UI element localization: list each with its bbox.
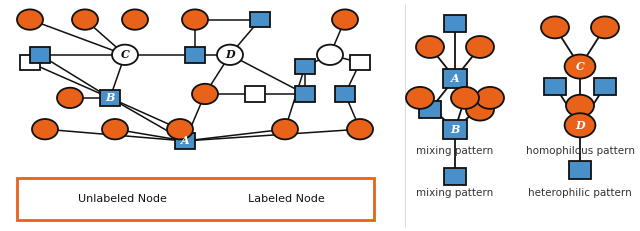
FancyBboxPatch shape [250,12,270,27]
FancyBboxPatch shape [443,69,467,88]
FancyBboxPatch shape [295,86,315,102]
Circle shape [272,119,298,139]
Text: B: B [106,92,115,103]
FancyBboxPatch shape [29,193,43,204]
Text: C: C [120,49,129,60]
FancyBboxPatch shape [245,86,265,102]
Circle shape [566,95,594,117]
Text: A: A [180,135,189,146]
Circle shape [192,84,218,104]
FancyBboxPatch shape [335,86,355,102]
Text: A: A [451,73,460,84]
Text: mixing pattern: mixing pattern [417,146,493,156]
Circle shape [564,113,595,137]
Text: homophilous pattern: homophilous pattern [525,146,634,156]
Circle shape [564,55,595,79]
Circle shape [466,36,494,58]
Circle shape [182,9,208,30]
Circle shape [72,9,98,30]
Circle shape [591,16,619,38]
Circle shape [57,88,83,108]
Circle shape [17,9,43,30]
FancyBboxPatch shape [444,167,466,185]
Circle shape [112,45,138,65]
FancyBboxPatch shape [17,178,374,220]
Circle shape [217,45,243,65]
FancyBboxPatch shape [185,47,205,63]
Text: C: C [575,61,584,72]
Text: D: D [575,120,585,131]
FancyBboxPatch shape [295,59,315,74]
Circle shape [221,192,239,206]
FancyBboxPatch shape [569,161,591,179]
Circle shape [541,16,569,38]
Circle shape [416,36,444,58]
Circle shape [102,119,128,139]
FancyBboxPatch shape [30,47,50,63]
Circle shape [167,119,193,139]
Circle shape [332,9,358,30]
Circle shape [466,99,494,121]
FancyBboxPatch shape [419,101,441,118]
FancyBboxPatch shape [20,55,40,70]
Circle shape [406,87,434,109]
Circle shape [317,45,343,65]
FancyBboxPatch shape [594,78,616,95]
Circle shape [451,87,479,109]
Text: heterophilic pattern: heterophilic pattern [528,188,632,198]
FancyBboxPatch shape [175,133,195,149]
Text: D: D [225,49,235,60]
Text: Unlabeled Node: Unlabeled Node [78,194,167,204]
FancyBboxPatch shape [544,78,566,95]
Text: mixing pattern: mixing pattern [417,188,493,198]
FancyBboxPatch shape [444,15,466,32]
Text: B: B [451,124,460,135]
FancyBboxPatch shape [100,90,120,106]
Circle shape [347,119,373,139]
Circle shape [476,87,504,109]
Circle shape [122,9,148,30]
Circle shape [51,192,69,206]
FancyBboxPatch shape [443,120,467,139]
Text: Labeled Node: Labeled Node [248,194,324,204]
FancyBboxPatch shape [196,193,210,204]
FancyBboxPatch shape [350,55,370,70]
Circle shape [32,119,58,139]
